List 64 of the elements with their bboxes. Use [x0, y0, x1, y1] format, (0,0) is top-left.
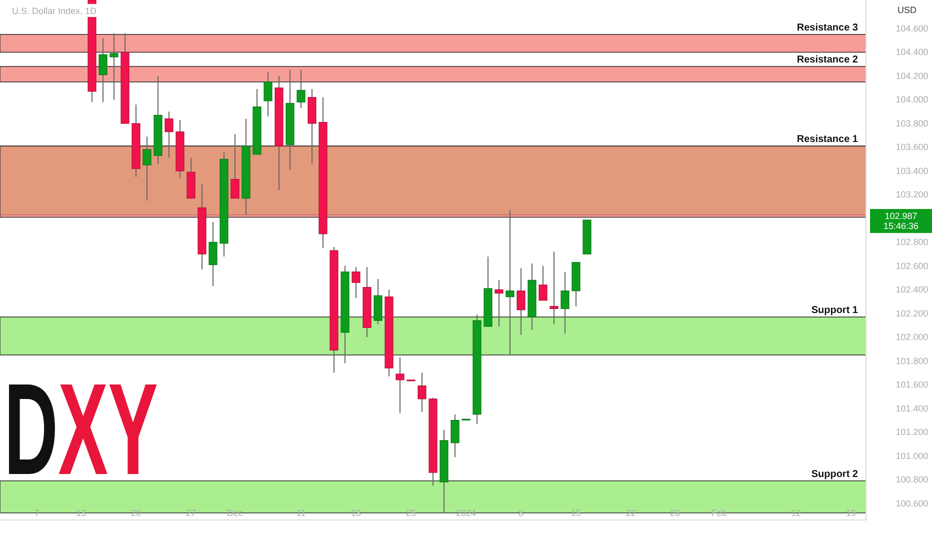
x-tick-label: 15	[570, 508, 582, 518]
y-tick-label: 101.600	[896, 380, 928, 390]
x-tick-label: 18	[350, 508, 362, 518]
candlestick	[506, 210, 514, 356]
x-tick-label: 19	[846, 508, 856, 518]
annotation: DXY	[4, 356, 195, 502]
candlestick	[142, 136, 152, 202]
x-tick-label: 27	[186, 508, 196, 518]
candlestick	[208, 222, 218, 287]
x-tick-label: Feb	[711, 508, 727, 518]
candlestick	[110, 32, 118, 100]
candlestick	[494, 280, 504, 327]
candlestick	[516, 268, 526, 336]
y-tick-label: 102.200	[896, 308, 928, 318]
y-tick-label: 103.200	[896, 190, 928, 200]
x-tick-label: 8	[518, 508, 524, 518]
candlestick	[164, 111, 174, 158]
y-tick-label: 103.600	[896, 142, 928, 152]
band-label: Resistance 2	[796, 54, 858, 66]
text: U.S. Dollar Index, 1D	[12, 6, 98, 16]
text: 15:46:36	[883, 220, 919, 231]
band-label: Resistance 1	[796, 134, 858, 146]
candlestick	[296, 70, 306, 109]
x-tick-label: 20	[130, 508, 142, 518]
y-axis-title: USD	[897, 5, 917, 15]
candlestick	[538, 265, 548, 301]
x-tick-label: Dec	[226, 508, 244, 518]
y-tick-label: 102.000	[896, 332, 928, 342]
x-tick-label: 7	[34, 508, 40, 518]
band-label: Support 1	[811, 304, 858, 316]
y-tick-label: 101.000	[896, 450, 928, 461]
y-tick-label: 101.400	[896, 403, 928, 414]
text: 102.987	[884, 210, 918, 221]
y-tick-label: 103.800	[896, 118, 928, 128]
x-tick-label: 26	[670, 508, 680, 518]
candlestick	[98, 37, 108, 103]
y-tick-label: 102.400	[896, 284, 928, 295]
band-label: Resistance 3	[796, 22, 858, 34]
y-tick-label: 104.400	[896, 47, 928, 58]
candlestick	[450, 414, 460, 458]
candlestick	[550, 251, 558, 325]
candlestick	[396, 356, 404, 414]
candlestick	[418, 372, 426, 412]
x-tick-label: 13	[76, 508, 86, 518]
x-tick-label: 11	[296, 508, 306, 518]
candlestick	[230, 134, 240, 199]
y-tick-label: 102.600	[896, 260, 928, 271]
y-tick-label: 103.400	[896, 166, 928, 176]
x-tick-label: 25	[406, 508, 416, 518]
candlestick	[352, 266, 360, 298]
x-tick-label: 2024	[456, 508, 476, 518]
candlestick	[560, 271, 570, 334]
y-tick-label: 100.600	[896, 498, 928, 508]
x-tick-label: 12	[790, 508, 802, 518]
y-tick-label: 104.600	[896, 23, 928, 34]
y-tick-label: 102.800	[896, 237, 928, 248]
y-tick-label: 104.200	[896, 70, 928, 81]
y-tick-label: 100.800	[896, 474, 928, 485]
x-tick-label: 22	[626, 508, 636, 518]
y-tick-label: 101.200	[896, 427, 928, 438]
y-tick-label: 104.000	[896, 94, 928, 105]
y-tick-label: 101.800	[896, 356, 928, 366]
band-label: Support 2	[811, 468, 858, 480]
candlestick	[264, 72, 272, 117]
